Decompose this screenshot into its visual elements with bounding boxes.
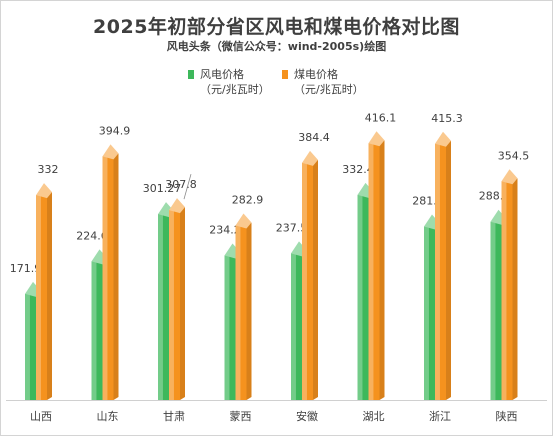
bar-side-coal-0 bbox=[47, 192, 52, 400]
bar-side-coal-4 bbox=[313, 159, 318, 400]
category-label-7: 陕西 bbox=[496, 409, 518, 423]
category-label-4: 安徽 bbox=[296, 409, 318, 423]
bar-wind-2 bbox=[158, 214, 169, 400]
category-label-2: 甘肃 bbox=[163, 410, 185, 423]
bar-highlight-coal-4 bbox=[302, 162, 307, 400]
value-label-wind-2: 301.27 bbox=[143, 182, 182, 195]
bar-cap-coal-7 bbox=[501, 169, 518, 185]
legend-unit-coal: （元/兆瓦时） bbox=[294, 83, 364, 96]
value-label-coal-3: 282.9 bbox=[232, 193, 264, 206]
bar-wind-4 bbox=[291, 253, 302, 400]
value-label-coal-1: 394.9 bbox=[99, 124, 131, 137]
category-label-1: 山东 bbox=[97, 410, 119, 423]
bar-highlight-wind-0 bbox=[25, 293, 30, 400]
bar-cap-coal-1 bbox=[102, 144, 119, 160]
bar-coal-7 bbox=[501, 181, 513, 400]
bar-wind-7 bbox=[490, 221, 502, 400]
bar-wind-0 bbox=[25, 293, 36, 400]
bar-cap-coal-5 bbox=[368, 131, 385, 147]
bar-side-coal-3 bbox=[246, 222, 252, 400]
bar-highlight-coal-3 bbox=[235, 225, 241, 400]
bar-highlight-coal-1 bbox=[102, 156, 108, 400]
bar-wind-6 bbox=[424, 226, 435, 400]
category-label-6: 浙江 bbox=[429, 410, 451, 423]
bar-side-coal-7 bbox=[512, 178, 518, 400]
bar-highlight-wind-3 bbox=[224, 255, 230, 400]
bar-cap-coal-3 bbox=[235, 213, 252, 229]
chart-subtitle: 风电头条（微信公众号：wind-2005s)绘图 bbox=[166, 40, 387, 53]
bar-highlight-coal-0 bbox=[36, 195, 41, 400]
bar-highlight-wind-7 bbox=[490, 221, 496, 400]
bar-coal-4 bbox=[302, 162, 313, 400]
value-label-coal-7: 354.5 bbox=[498, 149, 530, 162]
bar-cap-coal-4 bbox=[302, 150, 318, 166]
bar-side-coal-2 bbox=[180, 207, 185, 400]
value-label-coal-4: 384.4 bbox=[298, 131, 330, 144]
bar-cap-coal-6 bbox=[435, 131, 451, 147]
leader-line-coal-2 bbox=[183, 173, 192, 200]
bar-cap-coal-0 bbox=[36, 183, 52, 199]
bar-highlight-coal-5 bbox=[368, 143, 374, 400]
bar-coal-1 bbox=[102, 156, 114, 400]
bar-coal-5 bbox=[368, 143, 380, 400]
category-label-3: 蒙西 bbox=[230, 410, 252, 423]
value-label-coal-5: 416.1 bbox=[365, 111, 397, 124]
category-label-5: 湖北 bbox=[363, 410, 385, 423]
bar-highlight-coal-2 bbox=[169, 210, 174, 400]
bar-wind-3 bbox=[224, 255, 236, 400]
legend-label-wind: 风电价格 bbox=[200, 68, 244, 81]
bar-cap-coal-2 bbox=[169, 198, 185, 214]
value-label-coal-0: 332 bbox=[38, 163, 59, 176]
bar-wind-1 bbox=[91, 261, 103, 400]
bar-side-coal-6 bbox=[446, 140, 451, 401]
bar-highlight-wind-4 bbox=[291, 253, 296, 400]
legend-swatch-coal bbox=[282, 70, 288, 79]
legend-swatch-wind bbox=[188, 70, 194, 79]
bar-highlight-coal-7 bbox=[501, 181, 507, 400]
bar-highlight-wind-2 bbox=[158, 214, 163, 400]
legend-label-coal: 煤电价格 bbox=[294, 68, 338, 81]
bar-highlight-wind-5 bbox=[357, 194, 363, 400]
bar-highlight-wind-6 bbox=[424, 226, 429, 400]
bar-coal-0 bbox=[36, 195, 47, 400]
value-label-coal-2: 307.8 bbox=[165, 178, 197, 191]
bar-side-coal-5 bbox=[379, 140, 385, 400]
bar-highlight-wind-1 bbox=[91, 261, 97, 400]
bar-side-coal-1 bbox=[113, 153, 119, 400]
bar-coal-2 bbox=[169, 210, 180, 400]
bar-highlight-coal-6 bbox=[435, 143, 440, 401]
bar-wind-5 bbox=[357, 194, 369, 400]
value-label-coal-6: 415.3 bbox=[431, 112, 463, 125]
chart-title: 2025年初部分省区风电和煤电价格对比图 bbox=[93, 16, 460, 38]
category-label-0: 山西 bbox=[30, 410, 52, 423]
legend-unit-wind: （元/兆瓦时） bbox=[200, 83, 270, 96]
bar-coal-6 bbox=[435, 143, 446, 401]
bar-coal-3 bbox=[235, 225, 247, 400]
